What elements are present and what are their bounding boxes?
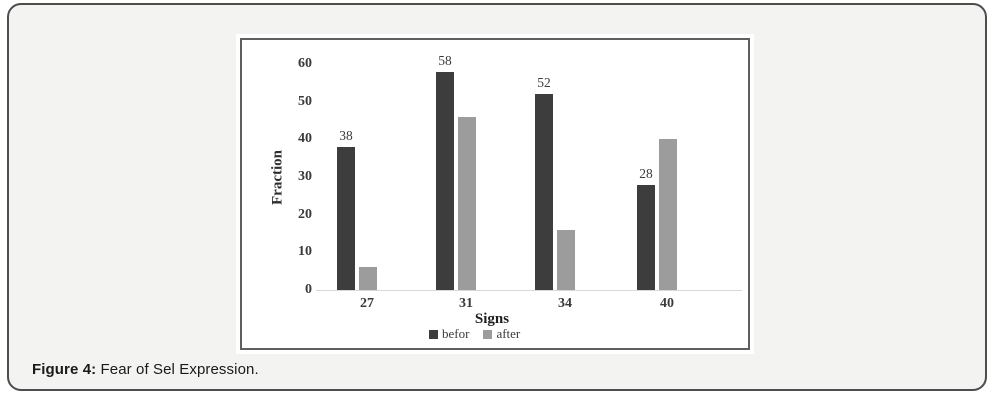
y-tick-label: 40 [298,131,312,147]
x-axis-line [316,290,742,291]
chart-legend: befor after [429,326,520,342]
x-tick-label: 27 [360,296,374,311]
bar-value-label: 58 [438,53,452,68]
bar-value-label: 38 [339,128,353,143]
legend-label: befor [442,326,470,341]
legend-item-befor: befor [429,326,469,342]
figure-card: Fraction Signs befor after 0 10 20 30 40 50 60 3… [7,3,987,391]
legend-label: after [496,326,521,341]
bar-after [659,139,677,290]
bar-value-label: 28 [639,166,653,181]
bar-chart: Fraction Signs befor after 0 10 20 30 40 50 60 3… [236,34,754,354]
bar-befor [637,185,655,290]
legend-item-after: after [483,326,520,342]
bar-befor [535,94,553,290]
bar-befor [436,72,454,290]
x-tick-label: 31 [459,296,473,311]
figure-caption: Figure 4: Fear of Sel Expression. [32,361,259,378]
bar-after [458,117,476,290]
x-axis-title: Signs [474,311,510,327]
bar-after [359,267,377,290]
legend-swatch-befor [429,329,438,339]
y-tick-label: 60 [298,56,312,71]
y-tick-label: 0 [305,282,312,297]
bar-befor [337,147,355,290]
y-tick-label: 50 [298,93,312,109]
figure-caption-label: Figure 4: [32,361,97,378]
bar-after [557,230,575,290]
legend-swatch-after [483,329,493,339]
y-tick-label: 10 [298,244,312,260]
figure-caption-text: Fear of Sel Expression. [96,361,259,378]
chart-panel: Fraction Signs befor after 0 10 20 30 40 50 60 3… [236,34,754,354]
bar-value-label: 52 [537,75,551,90]
y-tick-label: 30 [298,169,312,184]
x-tick-label: 40 [660,296,674,311]
x-tick-label: 34 [558,296,572,311]
y-tick-label: 20 [298,206,312,222]
